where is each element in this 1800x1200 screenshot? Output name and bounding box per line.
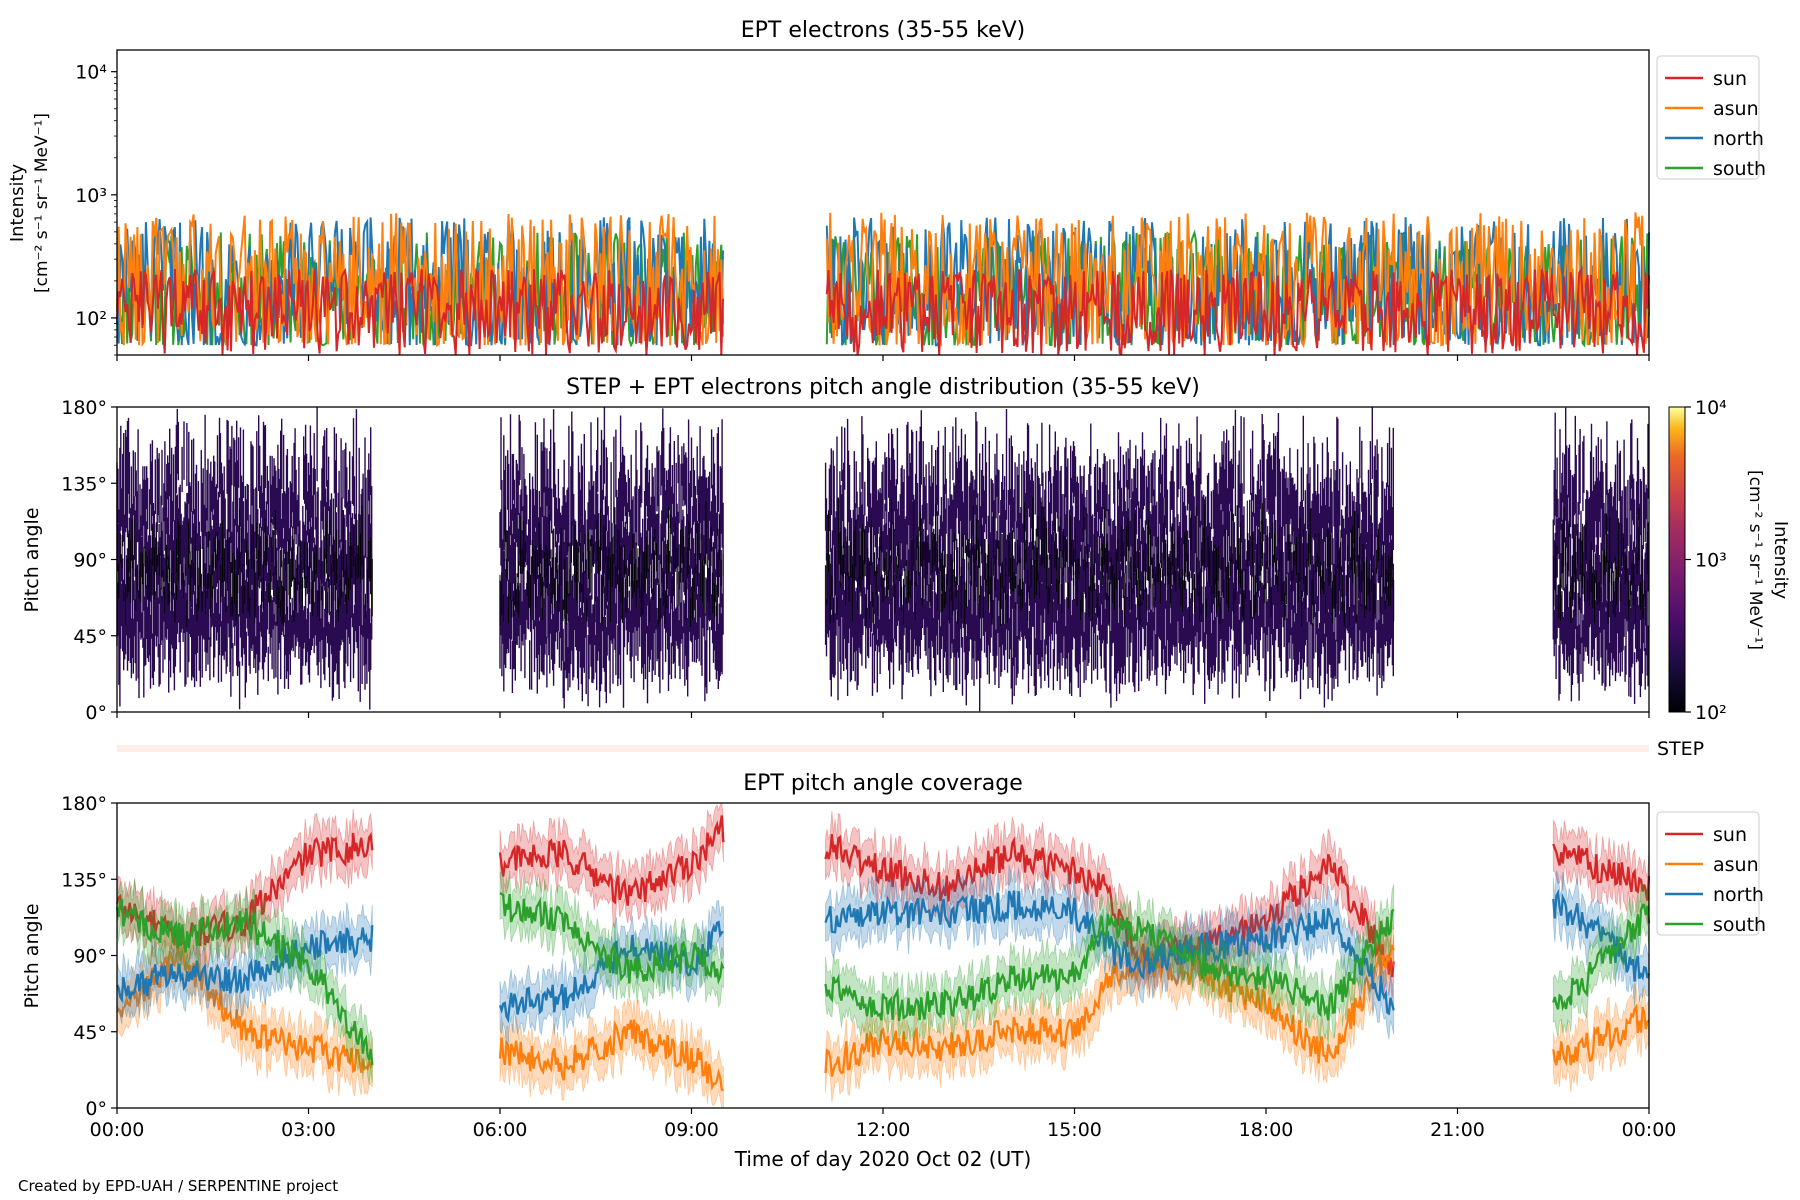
x-tick-label: 15:00 [1047, 1119, 1102, 1141]
panel1-plot-area [116, 212, 1650, 361]
series-south-band [499, 870, 724, 1008]
y-tick-label: 10² [75, 308, 107, 330]
x-tick-label: 18:00 [1239, 1119, 1294, 1141]
panel3-ylabel: Pitch angle [21, 903, 43, 1008]
y-tick-label: 45° [73, 1022, 107, 1044]
y-tick-label: 135° [61, 473, 107, 495]
y-tick-label: 90° [73, 550, 107, 572]
footer-credit: Created by EPD-UAH / SERPENTINE project [18, 1177, 338, 1195]
legend-label-sun: sun [1713, 824, 1747, 846]
legend-label-south: south [1713, 914, 1766, 936]
x-tick-label: 21:00 [1430, 1119, 1485, 1141]
y-tick-label: 0° [85, 1098, 107, 1120]
panel3-xlabel: Time of day 2020 Oct 02 (UT) [734, 1147, 1032, 1171]
series-south-line [1552, 903, 1651, 1012]
series-sun-line [498, 815, 725, 906]
series-south-line [499, 891, 725, 986]
step-label: STEP [1657, 738, 1704, 760]
y-tick-label: 45° [73, 626, 107, 648]
series-sun-line [115, 831, 374, 951]
panel2-heatmap [116, 407, 1650, 718]
x-tick-label: 00:00 [1622, 1119, 1677, 1141]
series-sun-line [116, 267, 1650, 356]
x-tick-label: 03:00 [281, 1119, 336, 1141]
colorbar-tick-label: 10³ [1695, 550, 1727, 572]
series-north-band [116, 902, 373, 1025]
x-tick-label: 00:00 [90, 1119, 145, 1141]
colorbar-label-line2: [cm⁻² s⁻¹ sr⁻¹ MeV⁻¹] [1745, 470, 1765, 650]
step-strip [117, 745, 1649, 752]
series-sun-band [499, 801, 724, 929]
panel1-yticks: 10² 10³ 10⁴ [75, 62, 117, 356]
legend-label-north: north [1713, 128, 1764, 150]
panel1-legend: sun asun north south [1656, 55, 1766, 180]
panel3-title: EPT pitch angle coverage [743, 771, 1023, 796]
series-south-line [824, 908, 1395, 1022]
legend-label-south: south [1713, 158, 1766, 180]
y-tick-label: 135° [61, 869, 107, 891]
panel3-legend: sun asun north south [1656, 811, 1766, 936]
series-north-line [115, 925, 374, 1004]
x-tick-label: 12:00 [856, 1119, 911, 1141]
legend-label-north: north [1713, 884, 1764, 906]
x-tick-label: 06:00 [473, 1119, 528, 1141]
series-north-band [499, 900, 724, 1047]
legend-box [1656, 55, 1760, 180]
colorbar-ticks: 10² 10³ 10⁴ [1685, 397, 1727, 724]
series-south-line [115, 898, 374, 1066]
legend-box [1656, 811, 1760, 936]
colorbar-tick-label: 10² [1695, 702, 1727, 724]
series-asun-line [1552, 1003, 1650, 1067]
series-asun-line [115, 945, 374, 1074]
legend-label-asun: asun [1713, 854, 1759, 876]
panel1-frame [116, 49, 1650, 356]
panel2-title: STEP + EPT electrons pitch angle distrib… [566, 375, 1200, 400]
y-tick-label: 10⁴ [75, 62, 107, 84]
legend-label-sun: sun [1713, 68, 1747, 90]
panel3-plot-area [115, 801, 1651, 1114]
series-north-line [824, 890, 1395, 1016]
legend-label-asun: asun [1713, 98, 1759, 120]
colorbar-tick-label: 10⁴ [1695, 397, 1727, 419]
panel1-title: EPT electrons (35-55 keV) [741, 18, 1026, 43]
x-tick-label: 09:00 [664, 1119, 719, 1141]
series-asun-line [824, 944, 1395, 1077]
y-tick-label: 90° [73, 946, 107, 968]
y-tick-label: 10³ [75, 185, 107, 207]
panel2-ylabel: Pitch angle [21, 507, 43, 612]
series-asun-line [498, 1019, 724, 1092]
panel3-xticks: 00:00 03:00 06:00 09:00 12:00 15:00 18:00 21:00… [90, 1119, 1677, 1141]
y-tick-label: 180° [61, 397, 107, 419]
panel3-yticks: 0° 45° 90° 135° 180° [61, 793, 117, 1120]
y-tick-label: 0° [85, 702, 107, 724]
series-asun-band [825, 923, 1395, 1103]
panel2-yticks: 0° 45° 90° 135° 180° [61, 397, 117, 724]
series-sun-band [825, 811, 1395, 1000]
panel1-ylabel-line2: [cm⁻² s⁻¹ sr⁻¹ MeV⁻¹] [32, 113, 52, 293]
series-north-line [1552, 888, 1651, 982]
series-sun-line [824, 834, 1395, 978]
series-sun-line [1552, 842, 1651, 901]
colorbar [1668, 406, 1686, 713]
colorbar-label-line1: Intensity [1770, 521, 1791, 600]
panel1-ylabel-line1: Intensity [7, 163, 28, 242]
y-tick-label: 180° [61, 793, 107, 815]
